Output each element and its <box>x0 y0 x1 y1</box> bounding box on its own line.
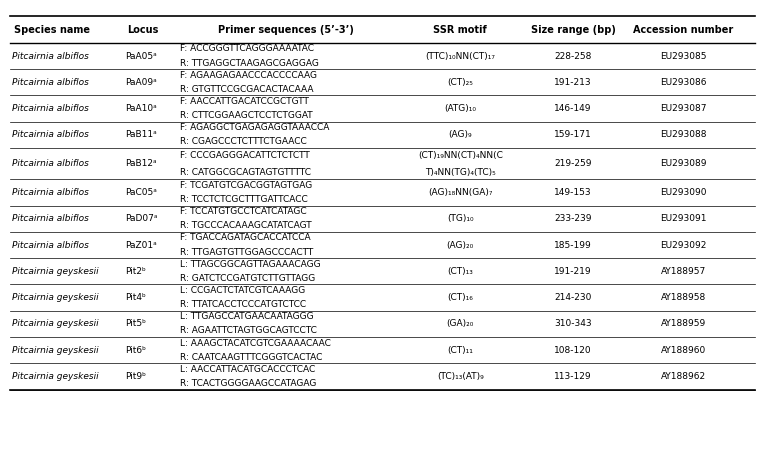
Text: 191-213: 191-213 <box>554 78 592 87</box>
Text: PaC05ᵃ: PaC05ᵃ <box>125 188 157 197</box>
Text: PaB12ᵃ: PaB12ᵃ <box>125 159 156 168</box>
Text: PaZ01ᵃ: PaZ01ᵃ <box>125 241 157 249</box>
Text: 233-239: 233-239 <box>554 214 592 223</box>
Text: L: AAAGCTACATCGTCGAAAACAAC: L: AAAGCTACATCGTCGAAAACAAC <box>180 338 331 348</box>
Text: Locus: Locus <box>127 24 158 35</box>
Text: (CT)₁₁: (CT)₁₁ <box>447 346 473 355</box>
Text: EU293087: EU293087 <box>660 104 707 113</box>
Text: EU293088: EU293088 <box>660 130 707 139</box>
Text: R: CATGGCGCAGTAGTGTTTTC: R: CATGGCGCAGTAGTGTTTTC <box>180 168 310 177</box>
Text: R: CTTCGGAAGCTCCTCTGGAT: R: CTTCGGAAGCTCCTCTGGAT <box>180 111 313 120</box>
Text: EU293089: EU293089 <box>660 159 707 168</box>
Text: 113-129: 113-129 <box>554 372 592 381</box>
Text: Pitcairnia albiflos: Pitcairnia albiflos <box>12 130 89 139</box>
Text: 108-120: 108-120 <box>554 346 592 355</box>
Text: 149-153: 149-153 <box>554 188 592 197</box>
Text: 185-199: 185-199 <box>554 241 592 249</box>
Text: Pitcairnia geyskesii: Pitcairnia geyskesii <box>12 267 99 276</box>
Text: F: ACCGGGTTCAGGGAAAATAC: F: ACCGGGTTCAGGGAAAATAC <box>180 44 314 53</box>
Text: Size range (bp): Size range (bp) <box>530 24 616 35</box>
Text: AY188958: AY188958 <box>661 293 706 302</box>
Text: Pitcairnia geyskesii: Pitcairnia geyskesii <box>12 372 99 381</box>
Text: Species name: Species name <box>14 24 90 35</box>
Text: AY188959: AY188959 <box>661 319 706 328</box>
Text: L: TTAGCGGCAGTTAGAAACAGG: L: TTAGCGGCAGTTAGAAACAGG <box>180 260 320 269</box>
Text: EU293091: EU293091 <box>660 214 707 223</box>
Text: R: TTGAGGCTAAGAGCGAGGAG: R: TTGAGGCTAAGAGCGAGGAG <box>180 59 319 68</box>
Text: Pitcairnia albiflos: Pitcairnia albiflos <box>12 78 89 87</box>
Text: R: CGAGCCCTCTTTCTGAACC: R: CGAGCCCTCTTTCTGAACC <box>180 137 307 147</box>
Text: EU293085: EU293085 <box>660 52 707 60</box>
Text: R: TCCTCTCGCTTTGATTCACC: R: TCCTCTCGCTTTGATTCACC <box>180 195 307 204</box>
Text: F: CCCGAGGGACATTCTCTCTT: F: CCCGAGGGACATTCTCTCTT <box>180 151 310 160</box>
Text: Pit9ᵇ: Pit9ᵇ <box>125 372 145 381</box>
Text: 214-230: 214-230 <box>555 293 592 302</box>
Text: Pitcairnia albiflos: Pitcairnia albiflos <box>12 241 89 249</box>
Text: Pitcairnia albiflos: Pitcairnia albiflos <box>12 52 89 60</box>
Text: AY188957: AY188957 <box>661 267 706 276</box>
Text: Pitcairnia albiflos: Pitcairnia albiflos <box>12 159 89 168</box>
Text: PaB11ᵃ: PaB11ᵃ <box>125 130 157 139</box>
Text: (AG)₁₈NN(GA)₇: (AG)₁₈NN(GA)₇ <box>428 188 492 197</box>
Text: F: TGACCAGATAGCACCATCCA: F: TGACCAGATAGCACCATCCA <box>180 233 310 242</box>
Text: 159-171: 159-171 <box>554 130 592 139</box>
Text: (ATG)₁₀: (ATG)₁₀ <box>444 104 476 113</box>
Text: EU293086: EU293086 <box>660 78 707 87</box>
Text: 146-149: 146-149 <box>554 104 592 113</box>
Text: L: AACCATTACATGCACCCTCAC: L: AACCATTACATGCACCCTCAC <box>180 365 315 374</box>
Text: (CT)₁₃: (CT)₁₃ <box>447 267 473 276</box>
Text: L: TTGAGCCATGAACAATAGGG: L: TTGAGCCATGAACAATAGGG <box>180 312 314 321</box>
Text: T)₄NN(TG)₄(TC)₅: T)₄NN(TG)₄(TC)₅ <box>425 168 495 177</box>
Text: F: AGAAGAGAACCCACCCCAAG: F: AGAAGAGAACCCACCCCAAG <box>180 71 317 80</box>
Text: EU293092: EU293092 <box>661 241 706 249</box>
Text: (AG)₉: (AG)₉ <box>448 130 472 139</box>
Text: F: AGAGGCTGAGAGAGGTAAACCA: F: AGAGGCTGAGAGAGGTAAACCA <box>180 123 330 132</box>
Text: EU293090: EU293090 <box>660 188 707 197</box>
Text: Pitcairnia geyskesii: Pitcairnia geyskesii <box>12 319 99 328</box>
Text: Pit6ᵇ: Pit6ᵇ <box>125 346 145 355</box>
Text: (TTC)₁₀NN(CT)₁₇: (TTC)₁₀NN(CT)₁₇ <box>425 52 495 60</box>
Text: L: CCGACTCTATCGTCAAAGG: L: CCGACTCTATCGTCAAAGG <box>180 286 305 295</box>
Text: PaA10ᵃ: PaA10ᵃ <box>125 104 157 113</box>
Text: (AG)₂₀: (AG)₂₀ <box>447 241 474 249</box>
Text: Pit2ᵇ: Pit2ᵇ <box>125 267 145 276</box>
Text: PaD07ᵃ: PaD07ᵃ <box>125 214 158 223</box>
Text: R: TTATCACCTCCCATGTCTCC: R: TTATCACCTCCCATGTCTCC <box>180 300 306 309</box>
Text: (GA)₂₀: (GA)₂₀ <box>447 319 474 328</box>
Text: R: TTGAGTGTTGGAGCCCACTT: R: TTGAGTGTTGGAGCCCACTT <box>180 248 313 257</box>
Text: (TC)₁₃(AT)₉: (TC)₁₃(AT)₉ <box>437 372 484 381</box>
Text: PaA09ᵃ: PaA09ᵃ <box>125 78 157 87</box>
Text: Pitcairnia geyskesii: Pitcairnia geyskesii <box>12 346 99 355</box>
Text: AY188962: AY188962 <box>661 372 706 381</box>
Text: Pit5ᵇ: Pit5ᵇ <box>125 319 145 328</box>
Text: Pitcairnia albiflos: Pitcairnia albiflos <box>12 104 89 113</box>
Text: Pit4ᵇ: Pit4ᵇ <box>125 293 145 302</box>
Text: R: GATCTCCGATGTCTTGTTAGG: R: GATCTCCGATGTCTTGTTAGG <box>180 274 315 283</box>
Text: AY188960: AY188960 <box>661 346 706 355</box>
Text: Accession number: Accession number <box>633 24 734 35</box>
Text: F: AACCATTGACATCCGCTGTT: F: AACCATTGACATCCGCTGTT <box>180 97 309 106</box>
Text: PaA05ᵃ: PaA05ᵃ <box>125 52 157 60</box>
Text: R: CAATCAAGTTTCGGGTCACTAC: R: CAATCAAGTTTCGGGTCACTAC <box>180 353 322 362</box>
Text: Pitcairnia albiflos: Pitcairnia albiflos <box>12 188 89 197</box>
Text: R: TGCCCACAAAGCATATCAGT: R: TGCCCACAAAGCATATCAGT <box>180 221 311 230</box>
Text: (TG)₁₀: (TG)₁₀ <box>447 214 473 223</box>
Text: R: GTGTTCCGCGACACTACAAA: R: GTGTTCCGCGACACTACAAA <box>180 85 314 94</box>
Text: Primer sequences (5’-3’): Primer sequences (5’-3’) <box>218 24 354 35</box>
Text: SSR motif: SSR motif <box>433 24 487 35</box>
Text: 310-343: 310-343 <box>554 319 592 328</box>
Text: F: TCCATGTGCCTCATCATAGC: F: TCCATGTGCCTCATCATAGC <box>180 207 307 216</box>
Text: Pitcairnia albiflos: Pitcairnia albiflos <box>12 214 89 223</box>
Text: (CT)₁₉NN(CT)₄NN(C: (CT)₁₉NN(CT)₄NN(C <box>418 151 503 160</box>
Text: Pitcairnia geyskesii: Pitcairnia geyskesii <box>12 293 99 302</box>
Text: (CT)₁₆: (CT)₁₆ <box>447 293 473 302</box>
Text: R: TCACTGGGGAAGCCATAGAG: R: TCACTGGGGAAGCCATAGAG <box>180 379 316 388</box>
Text: R: AGAATTCTAGTGGCAGTCCTC: R: AGAATTCTAGTGGCAGTCCTC <box>180 326 317 336</box>
Text: (CT)₂₅: (CT)₂₅ <box>447 78 473 87</box>
Text: 219-259: 219-259 <box>554 159 592 168</box>
Text: 191-219: 191-219 <box>554 267 592 276</box>
Text: F: TCGATGTCGACGGTAGTGAG: F: TCGATGTCGACGGTAGTGAG <box>180 181 312 190</box>
Text: 228-258: 228-258 <box>555 52 592 60</box>
